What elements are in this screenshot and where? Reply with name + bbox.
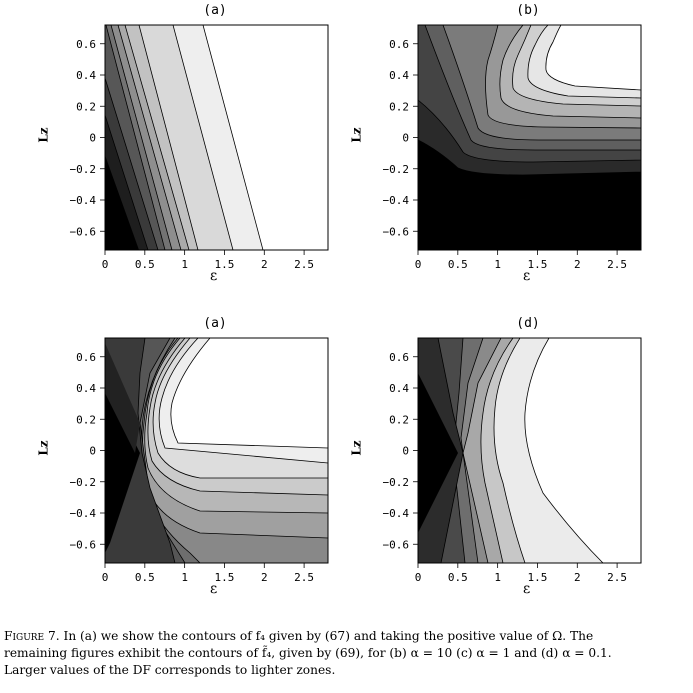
y-tick-label: 0.4 xyxy=(76,69,96,82)
y-tick-label: 0.2 xyxy=(389,100,409,113)
y-axis-label: Lz xyxy=(36,127,51,143)
x-tick-label: 1 xyxy=(494,571,501,584)
contour-band xyxy=(105,155,139,250)
y-tick-label: 0.2 xyxy=(76,413,96,426)
x-tick-label: 0.5 xyxy=(448,571,468,584)
y-tick-label: 0.4 xyxy=(389,69,409,82)
contour-band xyxy=(418,373,458,533)
x-tick-label: 0 xyxy=(102,258,109,271)
x-tick-label: 0.5 xyxy=(448,258,468,271)
x-tick-label: 0 xyxy=(415,258,422,271)
panel-title: (a) xyxy=(203,3,227,18)
x-tick-label: 1.5 xyxy=(528,258,548,271)
y-tick-label: −0.2 xyxy=(70,476,97,489)
y-tick-label: −0.2 xyxy=(383,476,410,489)
x-tick-label: 1.5 xyxy=(528,571,548,584)
y-axis-label: Lz xyxy=(349,127,364,143)
x-tick-label: 0.5 xyxy=(135,571,155,584)
caption-line-2: remaining figures exhibit the contours o… xyxy=(4,646,612,660)
contour-plot-c: 0 0.5 1 1.5 2 2.5 0.6 0.4 0.2 0 −0.2 −0.4 −0.6 xyxy=(70,337,329,584)
panel-b: 0 0.5 1 1.5 2 2.5 0.6 0.4 0.2 0 −0.2 −0.4 −0.6 (b) L… xyxy=(313,0,643,290)
contour-plot-b: 0 0.5 1 1.5 2 2.5 0.6 0.4 0.2 0 −0.2 −0.4 −0.6 xyxy=(383,24,642,271)
panel-title: (d) xyxy=(516,316,540,331)
panel-d: 0 0.5 1 1.5 2 2.5 0.6 0.4 0.2 0 −0.2 −0.4 −0.6 (d) L… xyxy=(313,313,643,603)
y-tick-label: 0 xyxy=(402,445,409,458)
y-tick-label: −0.4 xyxy=(383,194,410,207)
x-tick-label: 2.5 xyxy=(294,571,314,584)
y-tick-label: −0.2 xyxy=(70,163,97,176)
y-tick-label: −0.6 xyxy=(383,225,410,238)
x-tick-label: 1 xyxy=(494,258,501,271)
x-tick-label: 0 xyxy=(102,571,109,584)
panel-title: (b) xyxy=(516,3,540,18)
y-tick-label: −0.4 xyxy=(383,507,410,520)
panel-title: (a) xyxy=(203,316,227,331)
y-tick-label: −0.6 xyxy=(70,225,97,238)
contour-plot-d: 0 0.5 1 1.5 2 2.5 0.6 0.4 0.2 0 −0.2 −0.4 −0.6 xyxy=(383,337,642,584)
y-tick-label: 0.4 xyxy=(389,382,409,395)
x-tick-label: 1.5 xyxy=(215,571,235,584)
y-tick-label: 0 xyxy=(89,445,96,458)
caption-line-1: In (a) we show the contours of f₄ given … xyxy=(59,629,594,643)
y-tick-label: −0.6 xyxy=(383,538,410,551)
x-tick-label: 1 xyxy=(181,571,188,584)
y-tick-label: 0.6 xyxy=(389,351,409,364)
contour-band xyxy=(105,383,140,553)
x-tick-label: 1 xyxy=(181,258,188,271)
contour-band xyxy=(105,338,328,563)
y-tick-label: −0.6 xyxy=(70,538,97,551)
x-tick-label: 2 xyxy=(261,258,268,271)
panel-c: 0 0.5 1 1.5 2 2.5 0.6 0.4 0.2 0 −0.2 −0.4 −0.6 (a) L… xyxy=(0,313,330,603)
x-axis-label: ε xyxy=(210,581,218,597)
y-tick-label: −0.4 xyxy=(70,507,97,520)
y-tick-label: 0.4 xyxy=(76,382,96,395)
x-tick-label: 2.5 xyxy=(607,258,627,271)
y-tick-label: 0.6 xyxy=(76,351,96,364)
y-tick-label: −0.2 xyxy=(383,163,410,176)
y-axis-label: Lz xyxy=(349,440,364,456)
x-tick-label: 2.5 xyxy=(294,258,314,271)
panel-a: 0 0.5 1 1.5 2 2.5 0.6 0.4 0.2 0 −0.2 −0.4 −0.6 (a) L… xyxy=(0,0,330,290)
caption-line-3: Larger values of the DF corresponds to l… xyxy=(4,663,336,677)
x-tick-label: 1.5 xyxy=(215,258,235,271)
y-tick-label: 0.6 xyxy=(389,38,409,51)
contour-plot-a: 0 0.5 1 1.5 2 2.5 0.6 0.4 0.2 0 −0.2 −0.4 −0.6 xyxy=(70,24,329,271)
x-tick-label: 0 xyxy=(415,571,422,584)
y-axis-label: Lz xyxy=(36,440,51,456)
x-tick-label: 2 xyxy=(261,571,268,584)
y-tick-label: 0.2 xyxy=(389,413,409,426)
y-tick-label: 0 xyxy=(89,132,96,145)
figure-caption: Figure 7. In (a) we show the contours of… xyxy=(4,628,692,679)
y-tick-label: 0.2 xyxy=(76,100,96,113)
y-tick-label: −0.4 xyxy=(70,194,97,207)
figure-label: Figure 7. xyxy=(4,629,60,643)
contour-band xyxy=(105,343,140,453)
x-tick-label: 2 xyxy=(574,258,581,271)
x-axis-label: ε xyxy=(523,268,531,284)
x-axis-label: ε xyxy=(523,581,531,597)
x-tick-label: 2.5 xyxy=(607,571,627,584)
contour-band xyxy=(545,25,641,91)
y-tick-label: 0 xyxy=(402,132,409,145)
x-axis-label: ε xyxy=(210,268,218,284)
x-tick-label: 0.5 xyxy=(135,258,155,271)
x-tick-label: 2 xyxy=(574,571,581,584)
y-tick-label: 0.6 xyxy=(76,38,96,51)
